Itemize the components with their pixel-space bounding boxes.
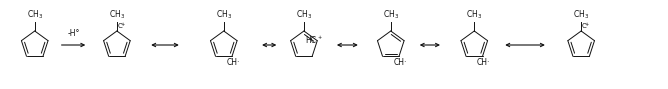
Text: CH: CH	[226, 58, 238, 67]
Text: HC: HC	[305, 36, 316, 45]
Text: CH$_3$: CH$_3$	[573, 9, 589, 21]
Text: CH$_3$: CH$_3$	[466, 9, 482, 21]
Text: CH: CH	[393, 58, 405, 67]
Text: C: C	[118, 23, 122, 29]
Text: +: +	[120, 22, 124, 27]
Text: CH$_3$: CH$_3$	[109, 9, 125, 21]
Text: +: +	[584, 22, 589, 27]
Text: ·: ·	[486, 58, 489, 67]
Text: CH$_3$: CH$_3$	[216, 9, 232, 21]
Text: ·: ·	[236, 58, 238, 67]
Text: CH$_3$: CH$_3$	[383, 9, 399, 21]
Text: C: C	[582, 23, 587, 29]
Text: CH$_3$: CH$_3$	[27, 9, 43, 21]
Text: CH$_3$: CH$_3$	[296, 9, 312, 21]
Text: +: +	[318, 35, 322, 40]
Text: ·: ·	[403, 58, 405, 67]
Text: CH: CH	[477, 58, 488, 67]
Text: -H°: -H°	[67, 29, 79, 38]
